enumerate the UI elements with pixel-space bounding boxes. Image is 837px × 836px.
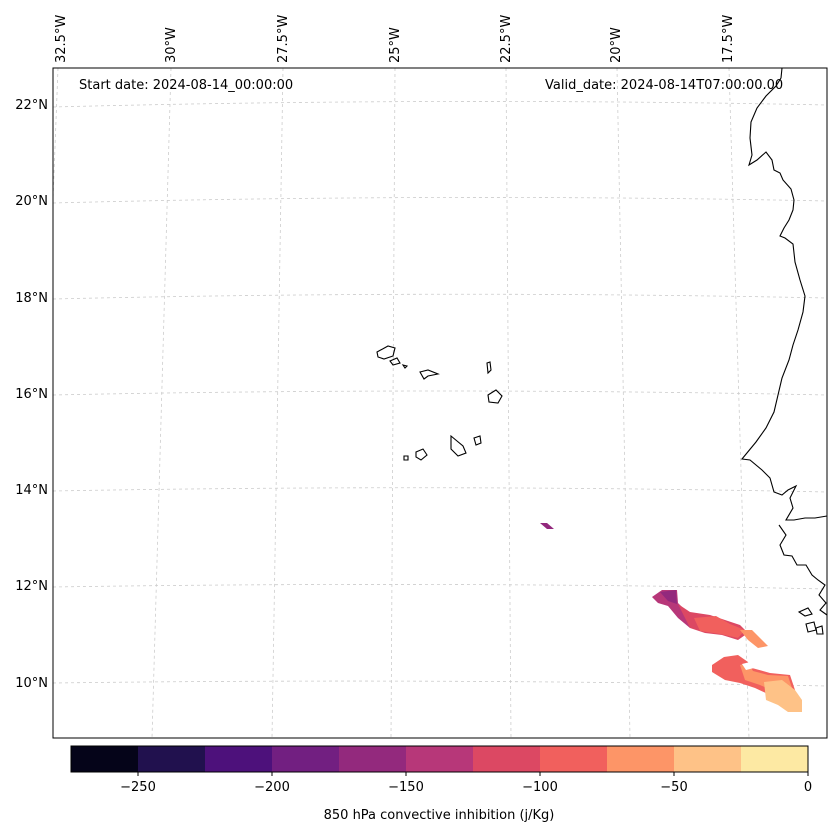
- boa-vista: [487, 389, 503, 404]
- start-date-label: Start date: 2024-08-14_00:00:00: [79, 78, 294, 93]
- colorbar-frame: [70, 745, 809, 773]
- africa-coast: [740, 67, 828, 521]
- brava: [403, 455, 409, 461]
- lon-gridline-30w: [151, 67, 172, 739]
- santiago: [450, 434, 467, 457]
- map-frame: [52, 67, 828, 739]
- cin-fields: [540, 523, 802, 712]
- lat-gridline-18n: [52, 293, 828, 300]
- lon-gridline-27-5w: [271, 67, 284, 739]
- lat-label-20n: 20°N: [15, 194, 48, 209]
- maio: [473, 435, 482, 446]
- colorbar-tick-marks: [137, 772, 809, 776]
- lat-gridline-10n: [52, 680, 828, 687]
- colorbar-segment-1: [71, 746, 138, 772]
- lat-label-12n: 12°N: [15, 579, 48, 594]
- gridlines: [52, 67, 828, 739]
- colorbar-tick-neg250: −250: [120, 780, 156, 795]
- colorbar-tick-neg200: −200: [254, 780, 290, 795]
- lon-gridline-32-5w: [52, 67, 59, 201]
- sao-nicolau: [419, 369, 440, 380]
- lat-label-22n: 22°N: [15, 98, 48, 113]
- lat-label-18n: 18°N: [15, 291, 48, 306]
- colorbar-segment-6: [406, 746, 473, 772]
- colorbar-segment-3: [205, 746, 272, 772]
- lat-gridline-14n: [52, 487, 828, 493]
- lon-gridline-25w: [390, 67, 396, 739]
- colorbar-tick-neg150: −150: [388, 780, 424, 795]
- santa-luzia: [401, 364, 409, 369]
- lat-label-16n: 16°N: [15, 387, 48, 402]
- lat-gridline-12n: [52, 584, 828, 590]
- santo-antao: [376, 345, 396, 360]
- sal: [486, 361, 492, 375]
- cin-patch-hole: [742, 662, 754, 670]
- coastlines: [376, 67, 828, 635]
- lon-gridline-20w: [616, 67, 631, 739]
- cin-patch-small: [540, 523, 554, 529]
- lon-gridline-22-5w: [505, 67, 512, 739]
- colorbar-label: 850 hPa convective inhibition (j/Kg): [323, 808, 555, 823]
- colorbar-tick-0: 0: [803, 780, 813, 795]
- colorbar-tick-neg50: −50: [660, 780, 688, 795]
- colorbar: [70, 745, 809, 776]
- colorbar-segment-2: [138, 746, 205, 772]
- fogo: [415, 448, 428, 461]
- africa-coast-south: [778, 524, 828, 616]
- colorbar-segment-7: [473, 746, 540, 772]
- lat-label-14n: 14°N: [15, 483, 48, 498]
- colorbar-segment-4: [272, 746, 339, 772]
- lat-gridline-20n: [52, 197, 828, 204]
- lat-gridline-22n: [52, 101, 828, 108]
- colorbar-segment-10: [674, 746, 741, 772]
- cin-patch-south-pale: [764, 680, 802, 712]
- lon-gridline-17-5w: [728, 67, 750, 739]
- valid-date-label: Valid_date: 2024-08-14T07:00:00.00: [545, 78, 784, 93]
- cin-patch-east: [740, 630, 768, 648]
- bijagos-islands: [797, 607, 824, 635]
- lat-gridline-16n: [52, 390, 828, 396]
- colorbar-segment-11: [741, 746, 808, 772]
- lat-label-10n: 10°N: [15, 676, 48, 691]
- colorbar-tick-neg100: −100: [522, 780, 558, 795]
- sao-vicente: [389, 357, 401, 366]
- colorbar-segment-5: [339, 746, 406, 772]
- cin-patch-central-dark: [660, 590, 677, 604]
- colorbar-segment-9: [607, 746, 674, 772]
- colorbar-segment-8: [540, 746, 607, 772]
- cin-patch-band-orange: [694, 616, 745, 638]
